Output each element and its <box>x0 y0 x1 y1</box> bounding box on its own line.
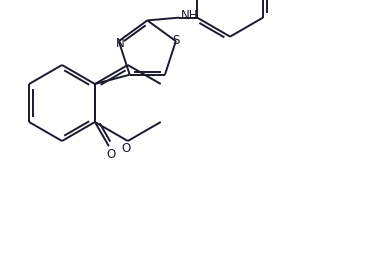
Text: O: O <box>121 142 130 156</box>
Text: N: N <box>115 37 124 50</box>
Text: S: S <box>172 34 180 47</box>
Text: NH: NH <box>181 9 199 22</box>
Text: O: O <box>106 148 116 161</box>
